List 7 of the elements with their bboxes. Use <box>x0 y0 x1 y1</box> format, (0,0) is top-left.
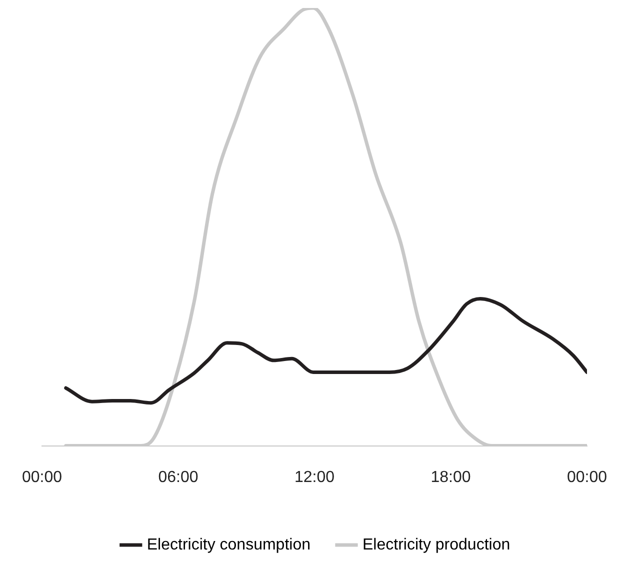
x-tick-label: 00:00 <box>22 468 62 486</box>
x-tick-label: 00:00 <box>566 468 608 486</box>
x-tick-label: 12:00 <box>294 468 335 486</box>
x-tick-label: 18:00 <box>430 468 471 486</box>
legend-label: Electricity production <box>362 536 510 554</box>
legend-label: Electricity consumption <box>146 536 311 554</box>
x-tick-label: 06:00 <box>158 468 198 486</box>
